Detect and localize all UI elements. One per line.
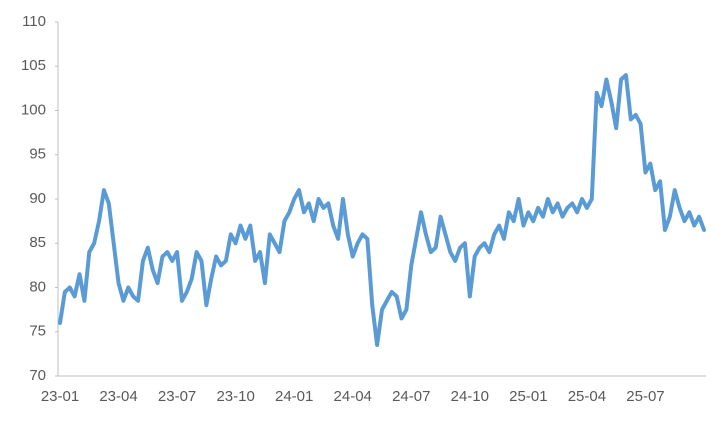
x-tick-label: 25-07	[626, 388, 664, 405]
y-tick-label: 110	[22, 13, 46, 30]
y-tick-label: 100	[21, 101, 46, 118]
x-tick-label: 23-07	[158, 388, 196, 405]
y-tick-label: 80	[29, 278, 46, 295]
y-tick-label: 95	[29, 146, 46, 163]
x-tick-label: 23-04	[99, 388, 137, 405]
y-tick-label: 85	[29, 234, 46, 251]
x-tick-label: 24-01	[275, 388, 313, 405]
y-tick-label: 70	[29, 367, 46, 384]
y-tick-label: 105	[21, 57, 46, 74]
x-tick-label: 25-04	[568, 388, 606, 405]
x-tick-label: 24-07	[392, 388, 430, 405]
x-tick-label: 24-10	[451, 388, 489, 405]
series-line	[58, 73, 706, 348]
y-tick-label: 75	[29, 323, 46, 340]
x-tick-label: 23-10	[216, 388, 254, 405]
x-tick-label: 25-01	[509, 388, 547, 405]
x-tick-label: 23-01	[41, 388, 79, 405]
y-tick-label: 90	[29, 190, 46, 207]
x-tick-label: 24-04	[334, 388, 372, 405]
